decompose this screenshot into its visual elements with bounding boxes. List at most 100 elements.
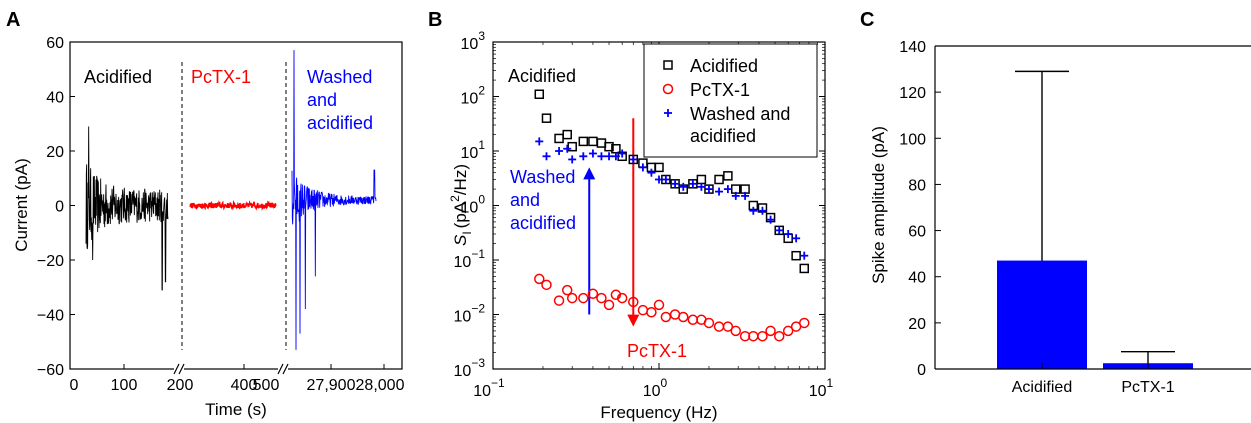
panel-a-current-trace: −60 −40 −20 0 20 40 60 0 100 200 400 500 27,90… (12, 35, 405, 419)
panel-b-legend-marker-1 (662, 83, 674, 95)
panel-c-y-tick-3: 60 (908, 224, 926, 241)
panel-b-y-tick-2: 10−1 (454, 247, 486, 271)
panel-b-point-0-30 (791, 250, 801, 261)
panel-b-point-1-11 (628, 296, 639, 308)
panel-a-label-acidified2: acidified (307, 113, 373, 133)
panel-a-x-label: Time (s) (205, 400, 267, 419)
panel-b-point-0-14 (654, 162, 664, 173)
panel-b-point-0-4 (567, 141, 577, 152)
panel-a-y-tick-1: −40 (37, 308, 64, 325)
panel-b-point-1-23 (730, 325, 742, 337)
panel-b-point-2-27 (766, 215, 775, 224)
panel-b-ticks: 10−3 10−2 10−1 100 101 102 103 10−1 100 101 (454, 29, 834, 400)
panel-a-label-pctx1: PcTX-1 (191, 67, 251, 87)
panel-b-point-2-23 (731, 191, 740, 200)
panel-b-point-0-19 (696, 174, 707, 185)
panel-a-label-washed: Washed (307, 67, 372, 87)
panel-b-point-2-2 (555, 147, 564, 155)
panel-b-point-0-24 (740, 184, 750, 194)
panel-b-point-2-17 (679, 182, 688, 191)
panel-b-point-2-1 (542, 152, 551, 161)
panel-b-point-0-1 (541, 113, 552, 123)
panel-b-point-2-14 (655, 175, 663, 184)
panel-b-point-1-20 (703, 317, 715, 329)
panel-c-y-tick-6: 120 (899, 85, 926, 102)
panel-b-x-tick-1: 100 (643, 376, 668, 400)
panel-b-point-0-23 (731, 184, 741, 194)
panel-b-y-label-open: (pA (451, 201, 470, 228)
panel-b-point-1-21 (713, 321, 725, 332)
panel-b-point-2-25 (749, 206, 758, 215)
panel-b-point-2-16 (671, 179, 680, 188)
panel-b-point-2-8 (605, 152, 614, 161)
panel-b-point-2-31 (800, 251, 809, 260)
panel-b-point-2-11 (629, 155, 638, 164)
panel-c-spike-amplitude: 0 20 40 60 80 100 120 140 Acidified PcTX-1 Spike… (869, 39, 1251, 396)
panel-a-x-tick-100: 100 (111, 377, 138, 394)
panel-a-label-and: and (307, 90, 337, 110)
panel-b-point-1-28 (773, 330, 785, 342)
panel-a-dividers (181, 62, 287, 350)
panel-b-point-2-5 (579, 152, 588, 161)
panel-b-data-points (534, 89, 810, 342)
panel-c-y-tick-0: 0 (917, 362, 926, 379)
panel-a-y-tick-5: 40 (46, 90, 64, 107)
panel-b-point-1-4 (566, 292, 578, 304)
panel-b-point-1-0 (534, 273, 545, 285)
panel-b-x-tick-0: 10−1 (473, 376, 505, 400)
panel-b-point-0-6 (588, 136, 598, 147)
panel-b-point-2-12 (638, 163, 647, 172)
panel-b-point-1-14 (653, 299, 665, 311)
panel-a-trace-1 (189, 199, 277, 211)
panel-b-point-2-7 (597, 152, 606, 161)
panel-b-point-2-21 (715, 187, 724, 196)
panel-b-point-1-6 (587, 288, 599, 300)
panel-b-point-1-2 (553, 295, 565, 306)
panel-b-y-label-symbol: S (451, 234, 470, 246)
panel-b-point-2-30 (792, 234, 801, 243)
panel-letter-a: A (6, 9, 20, 31)
panel-b-y-tick-6: 103 (461, 29, 486, 53)
panel-b-point-1-1 (541, 279, 552, 291)
panel-b-label-acidified: Acidified (508, 66, 576, 86)
panel-a-y-tick-2: −20 (37, 253, 64, 270)
panel-b-point-2-4 (568, 155, 577, 164)
panel-b-label-acidified2: acidified (510, 213, 576, 233)
panel-b-point-0-21 (714, 174, 724, 185)
panel-b-y-tick-5: 102 (461, 84, 486, 108)
panel-b-point-2-13 (647, 168, 656, 177)
panel-c-x-label-1: PcTX-1 (1121, 379, 1174, 396)
panel-b-y-label-close: /Hz) (451, 164, 470, 195)
panel-a-y-tick-3: 0 (55, 199, 64, 216)
panel-b-y-tick-3: 100 (461, 193, 486, 217)
panel-c-y-tick-5: 100 (899, 131, 926, 148)
panel-b-point-0-3 (562, 129, 572, 140)
panel-b-point-0-5 (578, 136, 589, 147)
panel-b-legend-label-2-0: Washed and (690, 104, 790, 124)
panel-a-y-label: Current (pA) (12, 158, 31, 252)
panel-b-point-2-6 (588, 149, 597, 158)
panel-b-point-1-10 (616, 292, 628, 304)
panel-b-point-2-3 (563, 144, 572, 153)
panel-b-label-pctx1: PcTX-1 (627, 341, 687, 361)
panel-b-point-2-10 (618, 149, 627, 158)
panel-b-point-1-22 (722, 321, 734, 332)
panel-c-y-tick-2: 40 (908, 270, 926, 287)
panel-b-point-1-9 (610, 289, 622, 301)
panel-b-point-0-8 (604, 141, 614, 152)
panel-b-y-tick-0: 10−3 (454, 356, 486, 380)
panel-a-trace-0 (85, 126, 169, 291)
panel-b-power-spectrum: 10−3 10−2 10−1 100 101 102 103 10−1 100 101 Acidi… (448, 29, 834, 422)
panel-b-point-1-29 (782, 325, 794, 337)
panel-b-point-2-29 (784, 229, 793, 238)
panel-c-y-tick-4: 80 (908, 177, 926, 194)
panel-b-point-1-8 (603, 299, 615, 311)
panel-b-legend-label-2-1: acidified (690, 126, 756, 146)
panel-a-y-ticks: −60 −40 −20 0 20 40 60 (37, 35, 75, 379)
panel-a-x-tick-27900: 27,900 (307, 377, 356, 394)
panel-letter-b: B (428, 9, 442, 31)
panel-b-legend-marker-2 (664, 109, 672, 117)
panel-b-point-1-5 (578, 292, 589, 304)
panel-b-legend-label-1-0: PcTX-1 (690, 80, 750, 100)
